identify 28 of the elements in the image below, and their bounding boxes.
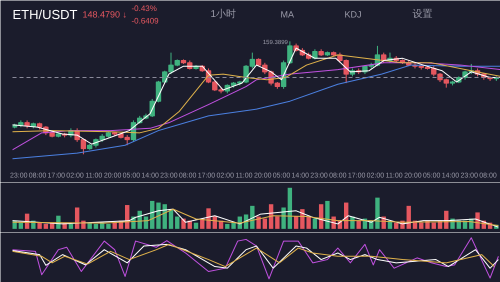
bar (318, 204, 324, 229)
bar (225, 224, 230, 229)
bar (68, 224, 74, 229)
bar (432, 222, 436, 229)
text: -0.43% (132, 4, 157, 13)
bar (394, 222, 398, 229)
text: MA (280, 10, 294, 20)
text: KDJ (344, 10, 362, 20)
bar (406, 206, 411, 229)
bar (344, 202, 348, 229)
text: -0.6409 (132, 16, 160, 26)
bar (162, 204, 167, 229)
text: 148.4790 ↓ (82, 10, 128, 20)
bar (125, 205, 130, 229)
bar (175, 216, 180, 229)
bar (212, 216, 217, 229)
bar (150, 200, 154, 229)
text: 1小时 (210, 8, 236, 20)
bar (306, 216, 311, 229)
candlestick (312, 48, 318, 60)
chart-title: ETH/USDT (12, 7, 78, 22)
bar (356, 220, 361, 229)
bar (194, 222, 198, 229)
text: 设置 (412, 8, 432, 20)
bar (112, 222, 117, 229)
bar (419, 222, 424, 229)
bar (325, 200, 330, 229)
bar (312, 218, 318, 229)
